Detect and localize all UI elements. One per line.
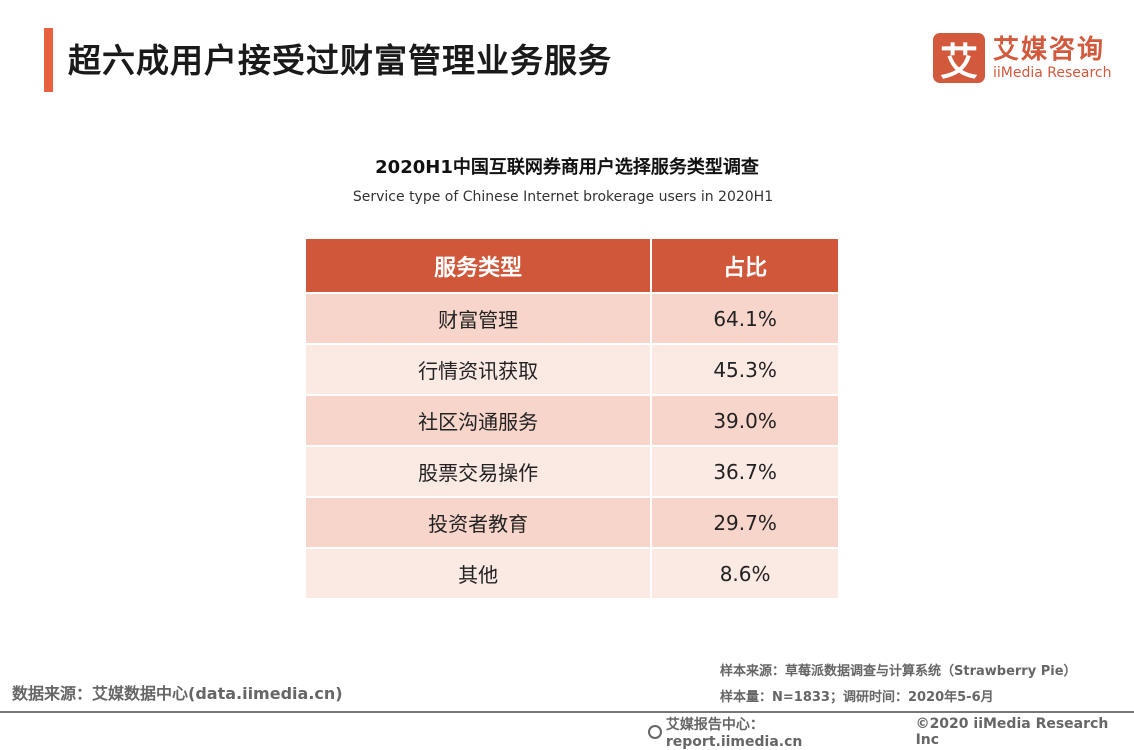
service-type-cell: 股票交易操作 <box>306 445 652 497</box>
service-type-cell: 行情资讯获取 <box>306 343 652 395</box>
table-row: 社区沟通服务 39.0% <box>306 394 838 446</box>
report-center: 艾媒报告中心：report.iimedia.cn <box>665 717 803 750</box>
data-source: 数据来源：艾媒数据中心(data.iimedia.cn) <box>12 684 343 703</box>
service-type-cell: 投资者教育 <box>306 496 652 548</box>
sample-size: 样本量：N=1833；调研时间：2020年5-6月 <box>720 690 994 705</box>
share-cell: 45.3% <box>650 343 838 395</box>
logo-name-en: iiMedia Research <box>993 65 1112 81</box>
copyright: ©2020 iiMedia Research Inc <box>915 716 1109 748</box>
table-row: 财富管理 64.1% <box>306 292 838 344</box>
table-row: 其他 8.6% <box>306 547 838 598</box>
service-type-cell: 社区沟通服务 <box>306 394 652 446</box>
column-header-share: 占比 <box>650 239 838 293</box>
iimedia-logo: 艾 艾媒咨询 iiMedia Research <box>933 33 1112 84</box>
table-row: 行情资讯获取 45.3% <box>306 343 838 395</box>
share-cell: 8.6% <box>650 547 838 598</box>
share-cell: 29.7% <box>650 496 838 548</box>
footer-bar: 艾媒报告中心：report.iimedia.cn ©2020 iiMedia R… <box>648 714 1134 750</box>
logo-name-cn: 艾媒咨询 <box>993 35 1106 65</box>
page-title: 超六成用户接受过财富管理业务服务 <box>68 41 612 80</box>
share-cell: 64.1% <box>650 292 838 344</box>
share-cell: 36.7% <box>650 445 838 497</box>
service-type-cell: 财富管理 <box>306 292 652 344</box>
service-type-cell: 其他 <box>306 547 652 598</box>
table-row: 投资者教育 29.7% <box>306 496 838 548</box>
share-cell: 39.0% <box>650 394 838 446</box>
table-subtitle: Service type of Chinese Internet brokera… <box>352 189 774 205</box>
table-title: 2020H1中国互联网券商用户选择服务类型调查 <box>375 157 759 178</box>
sample-source: 样本来源：草莓派数据调查与计算系统（Strawberry Pie） <box>720 664 1077 679</box>
service-type-table: 服务类型 占比 财富管理 64.1% 行情资讯获取 45.3% 社区沟通服务 39.0… <box>306 239 838 598</box>
table-header-row: 服务类型 占比 <box>306 239 838 293</box>
logo-mark: 艾 <box>933 33 985 84</box>
title-accent-bar <box>44 28 53 92</box>
column-header-service-type: 服务类型 <box>306 239 652 293</box>
table-row: 股票交易操作 36.7% <box>306 445 838 497</box>
footer-divider <box>0 711 1134 713</box>
